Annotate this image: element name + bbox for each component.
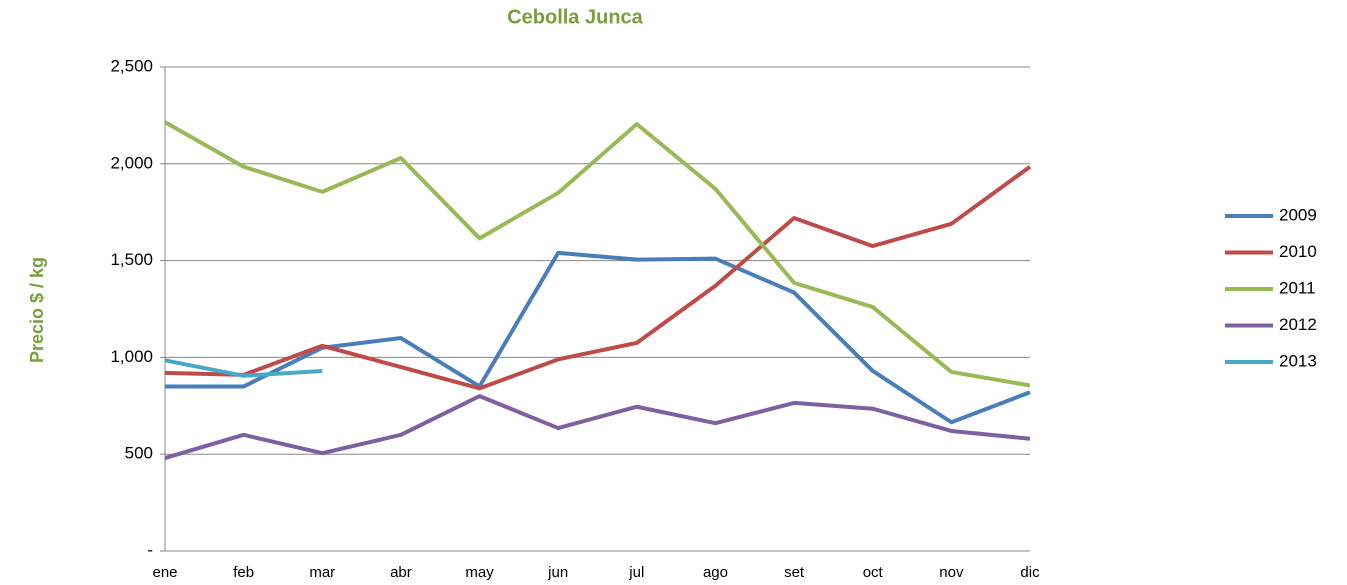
x-tick-label: ene [152,564,177,581]
x-tick-label: abr [390,564,412,581]
x-tick-label: set [784,564,805,581]
legend-label: 2013 [1279,351,1317,370]
x-tick-label: jun [547,564,568,581]
legend-label: 2012 [1279,315,1317,334]
x-tick-label: dic [1020,564,1040,581]
x-tick-label: oct [863,564,884,581]
y-tick-label: 1,500 [110,250,153,269]
x-tick-label: mar [309,564,335,581]
series-line [164,165,1032,391]
chart-title: Cebolla Junca [507,6,643,28]
x-tick-label: nov [939,564,964,581]
legend-label: 2010 [1279,242,1317,261]
series-line [164,120,1031,388]
y-tick-label: 2,000 [110,153,153,172]
y-tick-label: 1,000 [110,347,153,366]
series-line [164,394,1031,460]
y-tick-label: - [147,540,153,559]
y-axis-label: Precio $ / kg [27,257,47,363]
legend-label: 2009 [1279,205,1317,224]
series-line [165,250,1031,425]
legend-label: 2011 [1279,278,1316,297]
x-tick-label: ago [703,564,728,581]
y-tick-label: 2,500 [110,56,153,75]
y-tick-label: 500 [125,444,153,463]
x-tick-label: jul [628,564,644,581]
x-tick-label: feb [233,564,254,581]
x-tick-label: may [465,564,494,581]
series-line [164,358,323,378]
